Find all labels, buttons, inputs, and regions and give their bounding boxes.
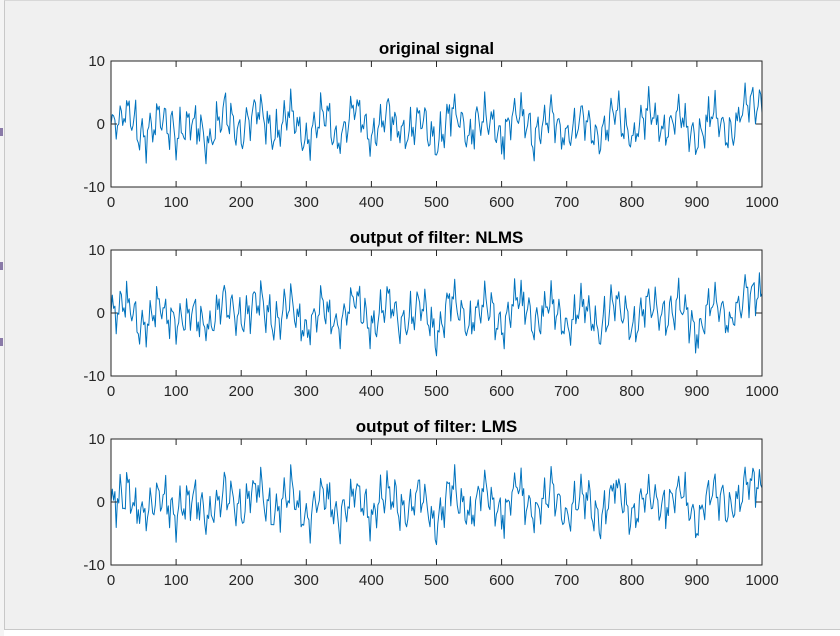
y-tick-label: 0 (97, 116, 105, 133)
x-tick-label: 200 (229, 572, 254, 589)
plot-area[interactable] (111, 250, 762, 376)
subplot-3[interactable]: 0 100 200 300 400 500 600 700 800 900 1000-10010ou… (83, 417, 778, 589)
y-tick-label: -10 (83, 179, 105, 196)
y-tick-label: -10 (83, 557, 105, 574)
x-tick-label: 800 (619, 383, 644, 400)
y-tick-label: 10 (88, 242, 105, 259)
plot-title: output of filter: LMS (356, 417, 517, 436)
y-tick-label: 10 (88, 53, 105, 70)
signal-line (110, 464, 763, 546)
subplot-1[interactable]: 0 100 200 300 400 500 600 700 800 900 1000-10010or… (83, 39, 778, 211)
x-tick-label: 0 (107, 572, 115, 589)
x-tick-label: 600 (489, 572, 514, 589)
x-tick-label: 900 (684, 572, 709, 589)
x-tick-label: 100 (164, 383, 189, 400)
y-tick-label: 0 (97, 305, 105, 322)
x-tick-label: 500 (424, 572, 449, 589)
x-tick-label: 600 (489, 383, 514, 400)
desktop-edge-mark (0, 262, 3, 270)
y-tick-label: -10 (83, 368, 105, 385)
desktop-edge-mark (0, 338, 3, 346)
plot-title: original signal (379, 39, 494, 58)
x-tick-label: 800 (619, 572, 644, 589)
subplot-2[interactable]: 0 100 200 300 400 500 600 700 800 900 1000-10010ou… (83, 228, 778, 400)
x-tick-label: 500 (424, 383, 449, 400)
x-tick-label: 1000 (745, 383, 778, 400)
x-tick-label: 100 (164, 572, 189, 589)
background-strip (0, 0, 4, 636)
desktop-edge-mark (0, 128, 3, 136)
plot-title: output of filter: NLMS (350, 228, 524, 247)
x-tick-label: 800 (619, 194, 644, 211)
x-tick-label: 400 (359, 383, 384, 400)
x-tick-label: 200 (229, 383, 254, 400)
x-tick-label: 900 (684, 194, 709, 211)
x-tick-label: 600 (489, 194, 514, 211)
x-tick-label: 300 (294, 194, 319, 211)
x-tick-label: 700 (554, 194, 579, 211)
x-tick-label: 900 (684, 383, 709, 400)
x-tick-label: 400 (359, 572, 384, 589)
y-tick-label: 10 (88, 431, 105, 448)
x-tick-label: 1000 (745, 572, 778, 589)
x-tick-label: 700 (554, 572, 579, 589)
x-tick-label: 300 (294, 383, 319, 400)
x-tick-label: 700 (554, 383, 579, 400)
x-tick-label: 500 (424, 194, 449, 211)
x-tick-label: 1000 (745, 194, 778, 211)
signal-line (110, 272, 763, 357)
x-tick-label: 0 (107, 383, 115, 400)
signal-line (110, 82, 763, 165)
x-tick-label: 300 (294, 572, 319, 589)
x-tick-label: 0 (107, 194, 115, 211)
y-tick-label: 0 (97, 494, 105, 511)
x-tick-label: 100 (164, 194, 189, 211)
x-tick-label: 400 (359, 194, 384, 211)
x-tick-label: 200 (229, 194, 254, 211)
